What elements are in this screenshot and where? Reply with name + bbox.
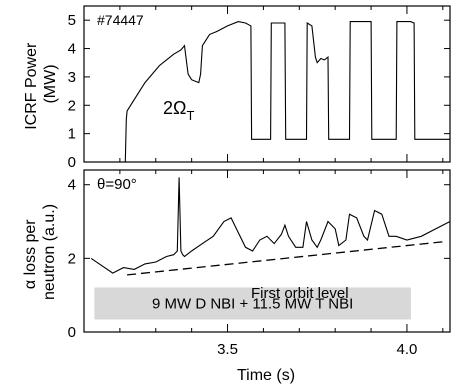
shot-label: #74447 xyxy=(97,12,144,28)
first-orbit-level-label: First orbit level xyxy=(251,285,349,302)
top-y-axis-label-line-2: (MW) xyxy=(42,64,59,103)
top-y-axis-label-line-1: ICRF Power xyxy=(23,42,40,130)
x-tick-label-3.5: 3.5 xyxy=(217,341,238,358)
top-y-tick-label-3: 3 xyxy=(68,69,76,86)
bottom-y-tick-label-2: 2 xyxy=(68,250,76,267)
top-y-ticks: 0 1 2 3 4 5 xyxy=(68,12,450,171)
harmonic-subscript: T xyxy=(186,108,194,123)
top-y-tick-label-4: 4 xyxy=(68,41,76,58)
alpha-loss-trace xyxy=(90,177,451,274)
first-orbit-level-line xyxy=(127,241,443,276)
angle-label: θ=90° xyxy=(97,176,137,193)
top-panel: 0 1 2 3 4 5 #74447 2ΩT ICRF Power (MW) xyxy=(23,5,451,171)
bottom-y-ticks: 0 2 4 xyxy=(68,177,450,341)
bottom-y-axis-label-line-1: α loss per xyxy=(22,219,39,289)
top-y-tick-label-2: 2 xyxy=(68,97,76,114)
top-y-axis-label: ICRF Power (MW) xyxy=(23,38,59,130)
top-x-ticks xyxy=(119,6,444,162)
bottom-y-axis-label-line-2: neutron (a.u.) xyxy=(41,204,58,300)
bottom-y-tick-label-0: 0 xyxy=(68,324,76,341)
nbi-band xyxy=(94,287,411,320)
top-y-tick-label-5: 5 xyxy=(68,12,76,29)
top-y-tick-label-1: 1 xyxy=(68,126,76,143)
nbi-band-label: 9 MW D NBI + 11.5 MW T NBI xyxy=(152,295,353,312)
bottom-y-tick-label-4: 4 xyxy=(68,177,76,194)
top-plot-frame xyxy=(83,5,451,163)
bottom-plot-frame xyxy=(83,169,451,333)
icrf-power-trace xyxy=(84,21,450,163)
bottom-panel: 9 MW D NBI + 11.5 MW T NBI 0 2 4 3.5 4.0 Fi… xyxy=(22,169,451,384)
x-tick-label-4.0: 4.0 xyxy=(397,341,418,358)
bottom-y-axis-label: α loss per neutron (a.u.) xyxy=(22,204,58,300)
bottom-x-ticks: 3.5 4.0 xyxy=(119,170,444,358)
x-axis-label: Time (s) xyxy=(237,367,295,384)
harmonic-annotation: 2ΩT xyxy=(163,98,194,123)
top-y-tick-label-0: 0 xyxy=(68,154,76,171)
